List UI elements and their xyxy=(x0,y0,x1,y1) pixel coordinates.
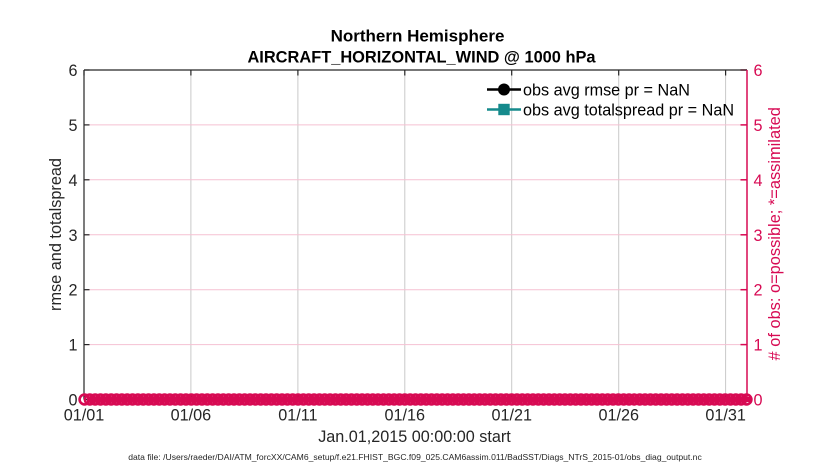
svg-text:01/21: 01/21 xyxy=(491,407,532,425)
svg-text:AIRCRAFT_HORIZONTAL_WIND @ 100: AIRCRAFT_HORIZONTAL_WIND @ 1000 hPa xyxy=(247,49,596,67)
svg-text:# of obs: o=possible; *=assimi: # of obs: o=possible; *=assimilated xyxy=(766,107,784,360)
svg-text:01/06: 01/06 xyxy=(171,407,212,425)
svg-text:01/31: 01/31 xyxy=(705,407,746,425)
svg-text:Northern Hemisphere: Northern Hemisphere xyxy=(331,27,505,46)
svg-text:2: 2 xyxy=(68,282,77,300)
svg-text:4: 4 xyxy=(68,172,77,190)
svg-text:5: 5 xyxy=(754,117,763,135)
svg-text:0: 0 xyxy=(754,392,763,410)
svg-text:01/16: 01/16 xyxy=(385,407,426,425)
svg-text:3: 3 xyxy=(68,227,77,245)
svg-text:1: 1 xyxy=(754,337,763,355)
svg-text:5: 5 xyxy=(68,117,77,135)
svg-text:rmse and totalspread: rmse and totalspread xyxy=(47,158,65,311)
svg-text:6: 6 xyxy=(68,62,77,80)
svg-text:01/01: 01/01 xyxy=(64,407,105,425)
svg-text:obs avg rmse pr = NaN: obs avg rmse pr = NaN xyxy=(523,81,690,99)
svg-text:0: 0 xyxy=(68,392,77,410)
svg-text:01/26: 01/26 xyxy=(598,407,639,425)
svg-text:3: 3 xyxy=(754,227,763,245)
svg-text:obs avg totalspread pr = NaN: obs avg totalspread pr = NaN xyxy=(523,101,734,119)
svg-text:data file: /Users/raeder/DAI/A: data file: /Users/raeder/DAI/ATM_forcXX/… xyxy=(128,452,702,462)
svg-text:6: 6 xyxy=(754,62,763,80)
svg-text:01/11: 01/11 xyxy=(278,407,317,425)
svg-text:1: 1 xyxy=(68,337,77,355)
svg-text:2: 2 xyxy=(754,282,763,300)
svg-text:4: 4 xyxy=(754,172,763,190)
svg-text:Jan.01,2015 00:00:00 start: Jan.01,2015 00:00:00 start xyxy=(318,428,511,446)
